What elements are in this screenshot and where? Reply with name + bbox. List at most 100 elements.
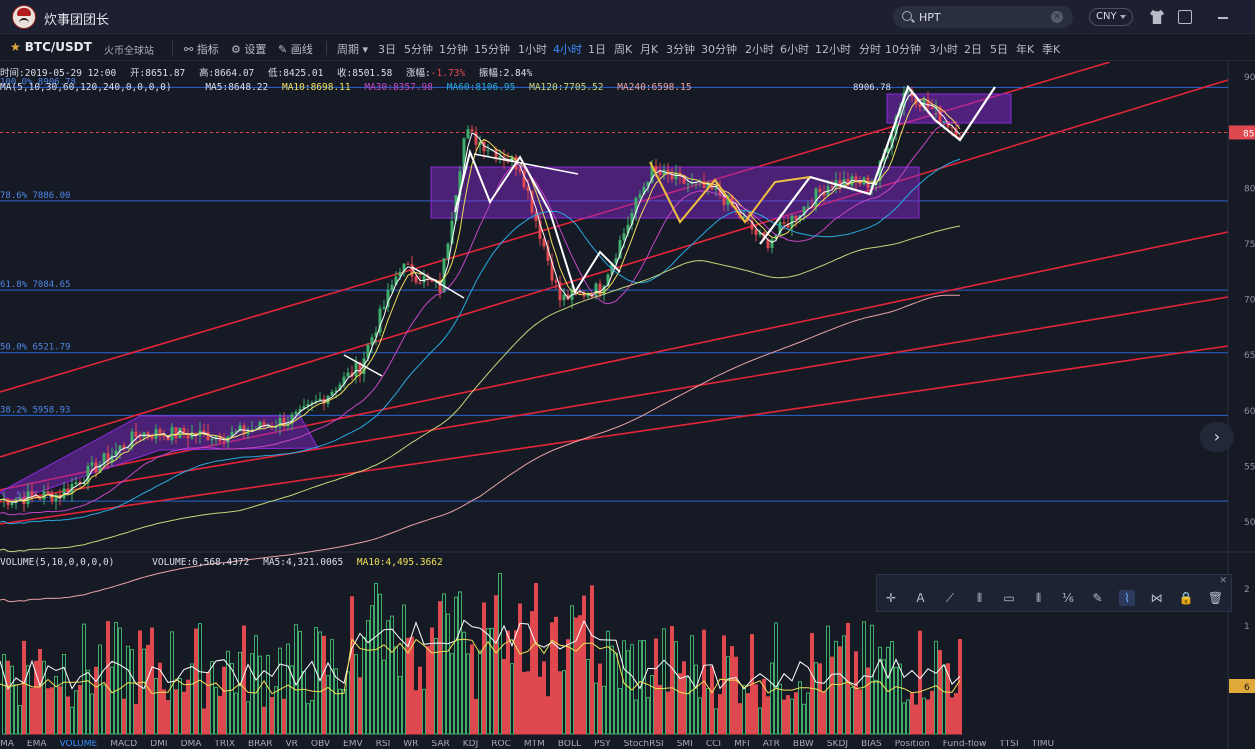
indicator-tab-bbw[interactable]: BBW [792, 740, 814, 749]
indicator-tab-wr[interactable]: WR [403, 740, 419, 749]
indicator-tab-macd[interactable]: MACD [110, 740, 138, 749]
chart-area[interactable]: 90858075706560555085100.0% 8906.7878.6% … [0, 62, 1255, 749]
timeframe-19[interactable]: 年K [1016, 43, 1035, 56]
volume-bar [914, 704, 918, 735]
timeframe-2[interactable]: 1分钟 [439, 43, 468, 56]
indicator-tab-brar[interactable]: BRAR [248, 740, 273, 749]
indicator-tab-skdj[interactable]: SKDJ [826, 740, 849, 749]
volume-bar [894, 666, 898, 735]
indicator-tab-ema[interactable]: EMA [26, 740, 47, 749]
volume-bar [510, 663, 514, 735]
timeframe-8[interactable]: 月K [640, 43, 659, 56]
brush-icon[interactable]: ⟋ [945, 591, 955, 605]
candle-body [722, 194, 726, 205]
volume-bar [66, 696, 70, 735]
magnet-icon[interactable]: ⌇ [1119, 590, 1135, 606]
candle-body [170, 427, 174, 441]
window-icon[interactable] [1178, 10, 1192, 24]
indicator-tab-emv[interactable]: EMV [343, 740, 363, 749]
candle-body [378, 308, 382, 333]
indicator-tab-rsi[interactable]: RSI [375, 740, 391, 749]
timeframe-20[interactable]: 季K [1042, 43, 1061, 56]
currency-select[interactable]: CNY [1089, 8, 1133, 26]
period-select[interactable]: 周期 ▾ [337, 43, 369, 56]
fib-icon[interactable]: ⫴ [1035, 591, 1042, 605]
candle-body [174, 427, 178, 438]
pencil-icon[interactable]: ✎ [1092, 591, 1103, 605]
pattern-icon[interactable]: ⋈ [1150, 591, 1163, 605]
indicator-button[interactable]: ⚯ 指标 [184, 43, 219, 56]
timeframe-5[interactable]: 4小时 [553, 43, 582, 56]
indicator-tab-position[interactable]: Position [894, 740, 930, 749]
settings-button[interactable]: ⚙ 设置 [231, 43, 267, 56]
timeframe-16[interactable]: 3小时 [929, 43, 958, 56]
text-icon[interactable]: A [916, 591, 925, 605]
indicator-tab-sar[interactable]: SAR [431, 740, 450, 749]
timeframe-7[interactable]: 周K [614, 43, 633, 56]
indicator-tab-dmi[interactable]: DMI [150, 740, 168, 749]
volume-bar [54, 676, 58, 735]
search-box[interactable]: ✕ [893, 6, 1073, 28]
indicator-tab-mfi[interactable]: MFI [734, 740, 750, 749]
volume-bar [794, 692, 798, 735]
timeframe-0[interactable]: 3日 [378, 43, 396, 56]
indicator-tab-atr[interactable]: ATR [762, 740, 780, 749]
parallel-lines-icon[interactable]: ⦀ [976, 591, 983, 605]
timeframe-12[interactable]: 6小时 [780, 43, 809, 56]
indicator-tab-stochrsi[interactable]: StochRSI [623, 740, 664, 749]
timeframe-18[interactable]: 5日 [990, 43, 1008, 56]
timeframe-17[interactable]: 2日 [964, 43, 982, 56]
indicator-tab-timu[interactable]: TIMU [1031, 740, 1055, 749]
candle-body [354, 362, 358, 377]
indicator-tab-ma[interactable]: MA [0, 740, 14, 749]
candle-body [646, 182, 650, 187]
star-icon[interactable]: ★ [10, 40, 21, 54]
volume-bar [374, 583, 378, 735]
clear-icon[interactable]: ✕ [1051, 11, 1063, 23]
indicator-tab-cci[interactable]: CCI [705, 740, 722, 749]
lock-icon[interactable]: 🔒 [1178, 591, 1194, 605]
timeframe-3[interactable]: 15分钟 [474, 43, 510, 56]
crosshair-icon[interactable]: ✛ [885, 591, 897, 605]
user-avatar[interactable] [12, 5, 36, 29]
indicator-tab-trix[interactable]: TRIX [214, 740, 235, 749]
indicator-tab-fund-flow[interactable]: Fund-flow [942, 740, 987, 749]
wave-drawing [411, 266, 465, 299]
search-input[interactable] [919, 8, 1039, 26]
candle-body [822, 191, 826, 196]
close-icon[interactable]: ✕ [1219, 576, 1227, 586]
timeframe-13[interactable]: 12小时 [815, 43, 851, 56]
indicator-tab-psy[interactable]: PSY [594, 740, 611, 749]
indicator-tab-roc[interactable]: ROC [491, 740, 511, 749]
indicator-tab-dma[interactable]: DMA [180, 740, 202, 749]
trash-icon[interactable]: 🗑 [1207, 591, 1224, 605]
measure-icon[interactable]: ⅙ [1062, 591, 1074, 605]
timeframe-15[interactable]: 10分钟 [885, 43, 921, 56]
timeframe-6[interactable]: 1日 [588, 43, 606, 56]
candle-body [298, 409, 302, 412]
indicator-tab-vr[interactable]: VR [285, 740, 298, 749]
timeframe-10[interactable]: 30分钟 [701, 43, 737, 56]
timeframe-4[interactable]: 1小时 [518, 43, 547, 56]
timeframe-9[interactable]: 3分钟 [666, 43, 695, 56]
trading-pair[interactable]: ★ BTC/USDT [10, 40, 92, 54]
rectangle-icon[interactable]: ▭ [1003, 591, 1015, 605]
indicator-tab-kdj[interactable]: KDJ [462, 740, 479, 749]
volume-bar [250, 653, 254, 735]
indicator-tab-smi[interactable]: SMI [676, 740, 693, 749]
indicator-tab-ttsi[interactable]: TTSI [999, 740, 1019, 749]
indicator-tab-bias[interactable]: BIAS [861, 740, 882, 749]
draw-button[interactable]: ✎ 画线 [278, 43, 313, 56]
candle-body [550, 260, 554, 281]
theme-icon[interactable] [1150, 10, 1164, 24]
chevron-right-icon[interactable]: › [1200, 422, 1234, 452]
indicator-tab-obv[interactable]: OBV [310, 740, 331, 749]
timeframe-11[interactable]: 2小时 [745, 43, 774, 56]
timeframe-1[interactable]: 5分钟 [404, 43, 433, 56]
indicator-tab-volume[interactable]: VOLUME [59, 740, 98, 749]
minimize-icon[interactable] [1218, 17, 1228, 19]
candlestick-chart[interactable]: 90858075706560555085100.0% 8906.7878.6% … [0, 62, 1255, 749]
indicator-tab-boll[interactable]: BOLL [557, 740, 582, 749]
timeframe-14[interactable]: 分时 [859, 43, 881, 56]
indicator-tab-mtm[interactable]: MTM [523, 740, 545, 749]
